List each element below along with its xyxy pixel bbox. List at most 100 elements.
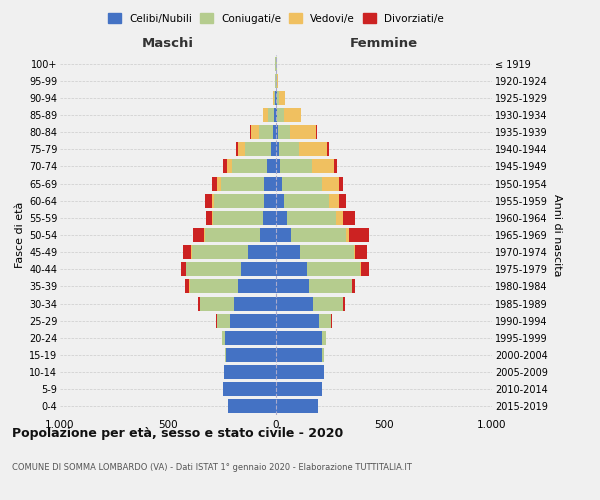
- Bar: [276, 296, 313, 310]
- Bar: [264, 194, 276, 207]
- Bar: [224, 365, 276, 379]
- Bar: [250, 125, 251, 139]
- Bar: [287, 211, 337, 225]
- Bar: [327, 142, 329, 156]
- Bar: [274, 91, 275, 105]
- Bar: [276, 211, 287, 225]
- Bar: [200, 296, 234, 310]
- Bar: [276, 348, 322, 362]
- Bar: [222, 331, 225, 345]
- Bar: [278, 125, 290, 139]
- Bar: [278, 142, 299, 156]
- Bar: [352, 280, 355, 293]
- Bar: [217, 176, 221, 190]
- Bar: [284, 108, 301, 122]
- Bar: [277, 108, 284, 122]
- Bar: [268, 108, 274, 122]
- Bar: [272, 91, 274, 105]
- Bar: [276, 400, 318, 413]
- Bar: [225, 331, 276, 345]
- Text: COMUNE DI SOMMA LOMBARDO (VA) - Dati ISTAT 1° gennaio 2020 - Elaborazione TUTTIT: COMUNE DI SOMMA LOMBARDO (VA) - Dati IST…: [12, 462, 412, 471]
- Text: Popolazione per età, sesso e stato civile - 2020: Popolazione per età, sesso e stato civil…: [12, 428, 343, 440]
- Bar: [276, 280, 310, 293]
- Bar: [263, 211, 276, 225]
- Bar: [343, 296, 345, 310]
- Bar: [349, 228, 369, 242]
- Bar: [276, 331, 322, 345]
- Bar: [223, 382, 276, 396]
- Bar: [299, 142, 327, 156]
- Bar: [229, 400, 276, 413]
- Bar: [322, 348, 323, 362]
- Bar: [225, 348, 226, 362]
- Bar: [259, 125, 273, 139]
- Bar: [232, 160, 268, 173]
- Bar: [264, 176, 276, 190]
- Bar: [268, 160, 276, 173]
- Bar: [234, 296, 276, 310]
- Bar: [290, 125, 316, 139]
- Bar: [319, 314, 331, 328]
- Bar: [276, 382, 322, 396]
- Bar: [193, 228, 204, 242]
- Bar: [322, 331, 326, 345]
- Bar: [212, 176, 217, 190]
- Bar: [260, 228, 276, 242]
- Bar: [273, 125, 276, 139]
- Bar: [310, 280, 352, 293]
- Bar: [182, 245, 191, 259]
- Text: Femmine: Femmine: [350, 37, 418, 50]
- Bar: [215, 314, 217, 328]
- Bar: [283, 176, 322, 190]
- Bar: [276, 194, 284, 207]
- Bar: [346, 228, 349, 242]
- Bar: [214, 194, 264, 207]
- Bar: [212, 194, 214, 207]
- Bar: [185, 280, 190, 293]
- Bar: [338, 176, 343, 190]
- Bar: [271, 142, 276, 156]
- Bar: [300, 245, 354, 259]
- Bar: [212, 211, 214, 225]
- Bar: [241, 262, 276, 276]
- Bar: [307, 262, 360, 276]
- Bar: [238, 142, 245, 156]
- Text: Maschi: Maschi: [142, 37, 194, 50]
- Bar: [263, 108, 268, 122]
- Bar: [192, 245, 248, 259]
- Bar: [276, 125, 278, 139]
- Bar: [277, 91, 279, 105]
- Bar: [277, 74, 278, 88]
- Bar: [316, 125, 317, 139]
- Bar: [276, 91, 277, 105]
- Bar: [198, 296, 200, 310]
- Bar: [276, 262, 307, 276]
- Bar: [226, 348, 276, 362]
- Y-axis label: Fasce di età: Fasce di età: [14, 202, 25, 268]
- Bar: [205, 228, 260, 242]
- Bar: [187, 262, 241, 276]
- Bar: [329, 194, 338, 207]
- Bar: [214, 211, 263, 225]
- Bar: [206, 211, 212, 225]
- Bar: [238, 280, 276, 293]
- Bar: [236, 142, 238, 156]
- Bar: [248, 245, 276, 259]
- Bar: [276, 160, 280, 173]
- Bar: [355, 245, 367, 259]
- Bar: [276, 245, 300, 259]
- Bar: [334, 160, 337, 173]
- Bar: [181, 262, 186, 276]
- Bar: [337, 211, 343, 225]
- Bar: [338, 194, 346, 207]
- Legend: Celibi/Nubili, Coniugati/e, Vedovi/e, Divorziati/e: Celibi/Nubili, Coniugati/e, Vedovi/e, Di…: [108, 14, 444, 24]
- Bar: [230, 314, 276, 328]
- Bar: [274, 108, 276, 122]
- Bar: [190, 280, 238, 293]
- Bar: [205, 194, 212, 207]
- Bar: [354, 245, 355, 259]
- Bar: [312, 160, 334, 173]
- Bar: [276, 108, 277, 122]
- Bar: [313, 296, 343, 310]
- Bar: [227, 160, 232, 173]
